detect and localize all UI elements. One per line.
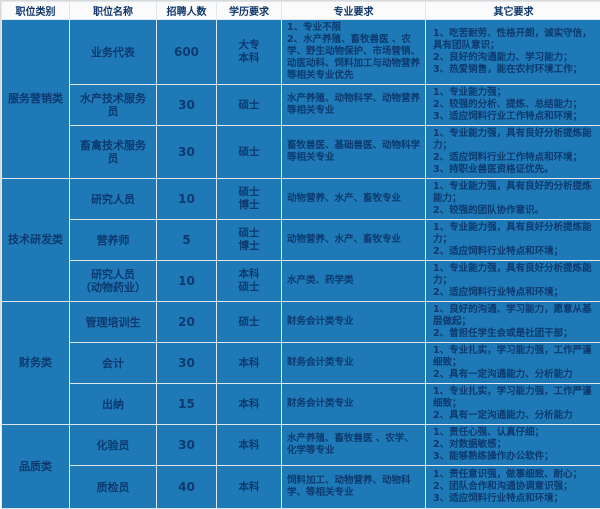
position-name-cell: 出纳 — [70, 384, 157, 425]
header-position: 职位名称 — [70, 2, 157, 20]
table-row: 畜禽技术服务员 30 硕士 畜牧兽医、基础兽医、动物科学等相关专业 1、专业能力… — [2, 126, 600, 179]
education-cell: 硕士 博士 — [217, 220, 282, 261]
other-requirements-cell: 1、吃苦耐劳、性格开朗，诚实守信，具有团队意识； 2、良好的沟通能力、学习能力；… — [426, 20, 600, 85]
headcount-cell: 30 — [157, 85, 217, 126]
position-name-cell: 水产技术服务员 — [70, 85, 157, 126]
education-cell: 硕士 — [217, 85, 282, 126]
position-name-cell: 会计 — [70, 343, 157, 384]
other-requirements-cell: 1、良好的沟通、学习能力，愿意从基层做起； 2、曾担任学生会或是社团干部； — [426, 302, 600, 343]
major-cell: 财务会计类专业 — [282, 384, 426, 425]
position-name-cell: 业务代表 — [70, 20, 157, 85]
header-other: 其它要求 — [426, 2, 600, 20]
education-cell: 本科 — [217, 466, 282, 509]
headcount-cell: 30 — [157, 126, 217, 179]
table-row: 研究人员 （动物药业） 10 本科 硕士 水产类、药学类 1、专业能力强，具有良… — [2, 261, 600, 302]
major-cell: 财务会计类专业 — [282, 343, 426, 384]
table-row: 服务营销类 业务代表 600 大专 本科 1、专业不限 2、水产养殖、畜牧兽医 … — [2, 20, 600, 85]
position-name-cell: 研究人员 （动物药业） — [70, 261, 157, 302]
other-requirements-cell: 1、专业扎实，学习能力强，工作严谨细致； 2、具有一定沟通能力、分析能力 — [426, 384, 600, 425]
major-cell: 财务会计类专业 — [282, 302, 426, 343]
table-row: 技术研发类 研究人员 10 硕士 博士 动物营养、水产、畜牧专业 1、专业能力强… — [2, 179, 600, 220]
other-requirements-cell: 1、责任心强、认真仔细； 2、对数据敏感； 3、能够熟练操作办公软件； — [426, 425, 600, 466]
major-cell: 水产养殖、畜牧兽医 、农学、化学等专业 — [282, 425, 426, 466]
position-name-cell: 营养师 — [70, 220, 157, 261]
table-row: 品质类 化验员 30 本科 水产养殖、畜牧兽医 、农学、化学等专业 1、责任心强… — [2, 425, 600, 466]
category-cell: 技术研发类 — [2, 179, 70, 302]
table-row: 出纳 15 本科 财务会计类专业 1、专业扎实，学习能力强，工作严谨细致； 2、… — [2, 384, 600, 425]
major-cell: 水产养殖、动物科学、动物营养等相关专业 — [282, 85, 426, 126]
header-major: 专业要求 — [282, 2, 426, 20]
category-cell: 服务营销类 — [2, 20, 70, 179]
education-cell: 本科 硕士 — [217, 261, 282, 302]
table-row: 营养师 5 硕士 博士 动物营养、水产、畜牧专业 1、专业能力强，具有良好分析提… — [2, 220, 600, 261]
headcount-cell: 20 — [157, 302, 217, 343]
major-cell: 畜牧兽医、基础兽医、动物科学等相关专业 — [282, 126, 426, 179]
table-row: 水产技术服务员 30 硕士 水产养殖、动物科学、动物营养等相关专业 1、专业能力… — [2, 85, 600, 126]
position-name-cell: 化验员 — [70, 425, 157, 466]
position-name-cell: 质检员 — [70, 466, 157, 509]
headcount-cell: 30 — [157, 343, 217, 384]
education-cell: 硕士 — [217, 302, 282, 343]
headcount-cell: 30 — [157, 425, 217, 466]
major-cell: 动物营养、水产、畜牧专业 — [282, 220, 426, 261]
table-row: 会计 30 本科 财务会计类专业 1、专业扎实，学习能力强，工作严谨细致； 2、… — [2, 343, 600, 384]
education-cell: 本科 — [217, 425, 282, 466]
education-cell: 硕士 博士 — [217, 179, 282, 220]
header-headcount: 招聘人数 — [157, 2, 217, 20]
other-requirements-cell: 1、专业能力强，具有良好分析提炼能力； 2、适应饲料行业工作特点和环境； 3、持… — [426, 126, 600, 179]
education-cell: 硕士 — [217, 126, 282, 179]
category-cell: 财务类 — [2, 302, 70, 425]
major-cell: 动物营养、水产、畜牧专业 — [282, 179, 426, 220]
header-row: 职位类别 职位名称 招聘人数 学历要求 专业要求 其它要求 — [2, 2, 600, 20]
position-name-cell: 畜禽技术服务员 — [70, 126, 157, 179]
headcount-cell: 10 — [157, 179, 217, 220]
headcount-cell: 5 — [157, 220, 217, 261]
education-cell: 本科 — [217, 343, 282, 384]
other-requirements-cell: 1、专业能力强； 2、较强的分析、提炼、总结能力； 3、适应饲料行业工作特点和环… — [426, 85, 600, 126]
other-requirements-cell: 1、专业能力强，具有良好分析提炼能力； 2、适应饲料行业特点和环境； — [426, 261, 600, 302]
headcount-cell: 15 — [157, 384, 217, 425]
other-requirements-cell: 1、专业能力强，具有良好分析提炼能力； 2、适应饲料行业特点和环境； — [426, 220, 600, 261]
education-cell: 本科 — [217, 384, 282, 425]
headcount-cell: 40 — [157, 466, 217, 509]
headcount-cell: 10 — [157, 261, 217, 302]
headcount-cell: 600 — [157, 20, 217, 85]
recruitment-table-container: 职位类别 职位名称 招聘人数 学历要求 专业要求 其它要求 服务营销类 业务代表… — [0, 0, 600, 400]
major-cell: 1、专业不限 2、水产养殖、畜牧兽医 、农学、野生动物保护、市场营销、动医动科、… — [282, 20, 426, 85]
education-cell: 大专 本科 — [217, 20, 282, 85]
category-cell: 品质类 — [2, 425, 70, 509]
position-name-cell: 研究人员 — [70, 179, 157, 220]
major-cell: 饲料加工、动物营养、动物科学、等相关专业 — [282, 466, 426, 509]
header-category: 职位类别 — [2, 2, 70, 20]
header-education: 学历要求 — [217, 2, 282, 20]
other-requirements-cell: 1、责任意识强，做事细致、耐心； 2、团队合作和沟通协调意识强； 3、适应饲料行… — [426, 466, 600, 509]
major-cell: 水产类、药学类 — [282, 261, 426, 302]
table-row: 质检员 40 本科 饲料加工、动物营养、动物科学、等相关专业 1、责任意识强，做… — [2, 466, 600, 509]
table-row: 财务类 管理培训生 20 硕士 财务会计类专业 1、良好的沟通、学习能力，愿意从… — [2, 302, 600, 343]
position-name-cell: 管理培训生 — [70, 302, 157, 343]
other-requirements-cell: 1、专业扎实，学习能力强，工作严谨细致； 2、具有一定沟通能力、分析能力 — [426, 343, 600, 384]
other-requirements-cell: 1、专业能力强，具有良好的分析提炼能力； 2、较强的团队协作意识。 — [426, 179, 600, 220]
